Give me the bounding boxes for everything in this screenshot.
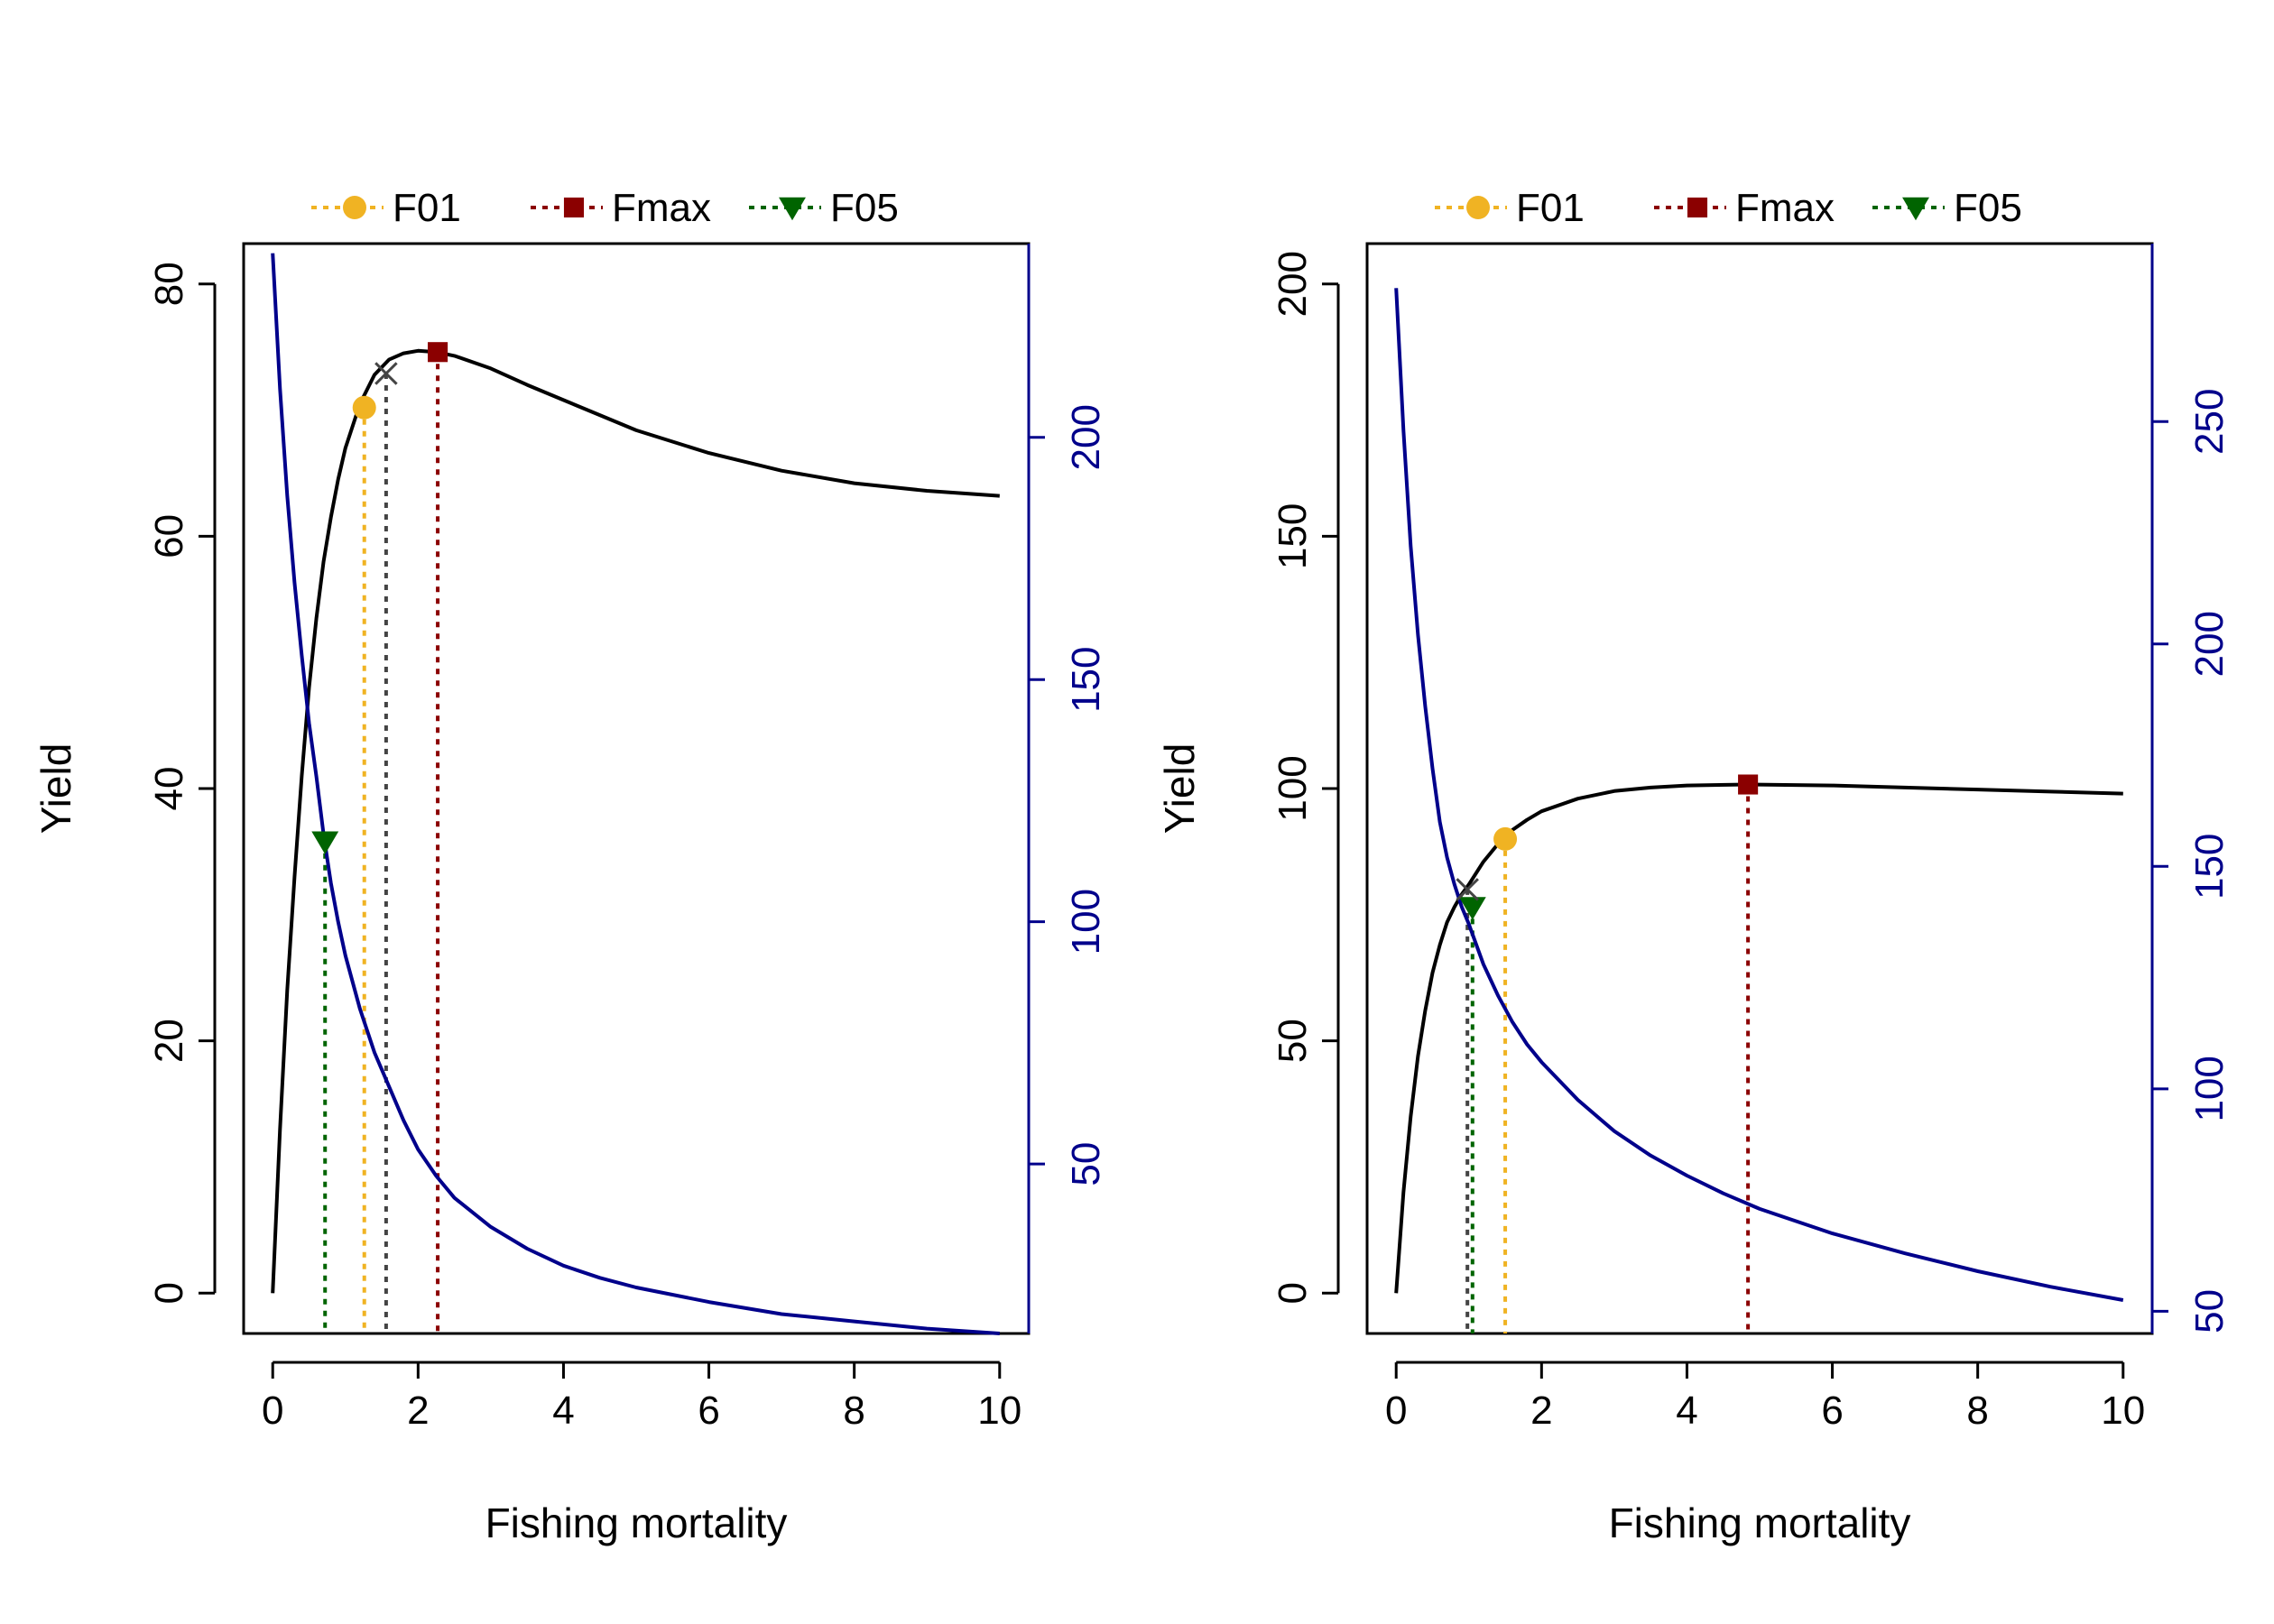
y-tick-label: 20 [147, 1019, 191, 1063]
y2-tick-label: 100 [1064, 889, 1108, 955]
legend-label: F01 [393, 186, 461, 230]
legend-entry-f05: F05 [1872, 186, 2022, 230]
x-axis-title: Fishing mortality [1609, 1499, 1911, 1546]
legend-marker [343, 196, 366, 219]
legend-marker [779, 197, 806, 221]
reference-marker-cross-stroke-b [1456, 878, 1479, 901]
legend-marker [1902, 197, 1929, 221]
reference-marker-f01 [352, 395, 376, 420]
y2-tick-label: 150 [1064, 646, 1108, 712]
ssb-curve [1394, 288, 2124, 1302]
x-tick-label: 4 [1676, 1389, 1697, 1433]
x-tick-label: 6 [1821, 1389, 1843, 1433]
reference-marker-cross [374, 362, 398, 385]
x-tick-label: 4 [552, 1389, 574, 1433]
y-axis-title: Yield [32, 743, 79, 835]
legend-marker [1466, 196, 1490, 219]
y2-tick-label: 150 [2187, 834, 2232, 900]
y-tick-label: 0 [147, 1282, 191, 1304]
legend-entry-f01: F01 [1435, 186, 1585, 230]
y-tick-label: 60 [147, 514, 191, 558]
reference-marker-f01 [1493, 826, 1518, 851]
yield-curve [271, 348, 1000, 1294]
legend-label: F05 [1954, 186, 2022, 230]
x-tick-label: 2 [1530, 1389, 1552, 1433]
legend-label: Fmax [1735, 186, 1835, 230]
ssb-curve [271, 253, 1000, 1335]
reference-marker-fmax [1738, 774, 1759, 795]
left-panel: 0 2 4 6 8 10 Fishing mortality 0 20 40 60 80 Yield 50… [32, 186, 1108, 1546]
reference-marker-fmax [428, 342, 448, 363]
legend-entry-fmax: Fmax [1654, 186, 1835, 230]
x-axis-title: Fishing mortality [485, 1499, 788, 1546]
y2-tick-label: 100 [2187, 1056, 2232, 1121]
x-tick-label: 10 [2101, 1389, 2145, 1433]
y2-tick-label: 50 [1064, 1142, 1108, 1186]
y-tick-label: 80 [147, 262, 191, 306]
x-tick-label: 0 [262, 1389, 283, 1433]
legend-entry-f05: F05 [749, 186, 899, 230]
x-tick-label: 8 [843, 1389, 864, 1433]
x-tick-label: 0 [1385, 1389, 1407, 1433]
y2-tick-label: 250 [2187, 389, 2232, 455]
x-tick-label: 2 [407, 1389, 429, 1433]
y2-tick-label: 200 [2187, 611, 2232, 677]
reference-marker-cross-stroke-b [374, 362, 398, 385]
legend-marker [563, 197, 585, 218]
reference-marker-f05 [311, 831, 339, 854]
legend-label: F01 [1516, 186, 1585, 230]
y-axis-title: Yield [1156, 743, 1203, 835]
x-tick-label: 10 [977, 1389, 1021, 1433]
x-tick-label: 6 [698, 1389, 719, 1433]
legend-label: Fmax [612, 186, 711, 230]
right-panel: 0 2 4 6 8 10 Fishing mortality 0 50 100 150 200 Yiel… [1156, 186, 2232, 1546]
legend-label: F05 [830, 186, 899, 230]
y2-tick-label: 50 [2187, 1289, 2232, 1333]
reference-marker-cross [1456, 878, 1479, 901]
reference-marker-f05 [1458, 897, 1486, 920]
y-tick-label: 0 [1271, 1282, 1315, 1304]
y-tick-label: 50 [1271, 1019, 1315, 1063]
y2-tick-label: 200 [1064, 404, 1108, 470]
y-tick-label: 40 [147, 767, 191, 811]
y-tick-label: 100 [1271, 755, 1315, 821]
legend-entry-fmax: Fmax [531, 186, 711, 230]
y-tick-label: 200 [1271, 251, 1315, 317]
legend-entry-f01: F01 [311, 186, 461, 230]
x-tick-label: 8 [1966, 1389, 1988, 1433]
y-tick-label: 150 [1271, 503, 1315, 569]
legend-marker [1687, 197, 1708, 218]
